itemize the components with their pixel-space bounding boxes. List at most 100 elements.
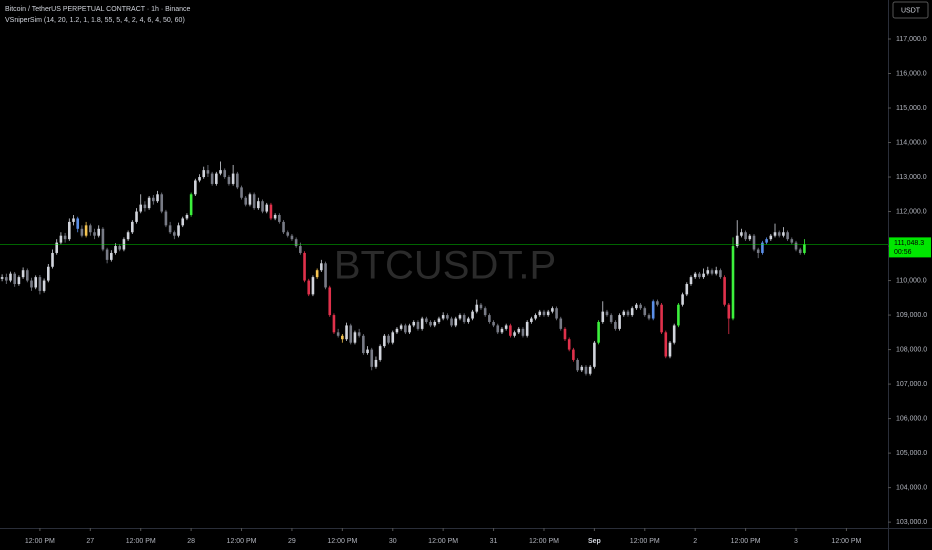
candle-body xyxy=(105,249,109,260)
candle-body xyxy=(139,204,143,212)
y-tick-label: 114,000.0 xyxy=(896,139,927,146)
candle-body xyxy=(559,318,563,329)
x-tick-label: 12:00 PM xyxy=(227,538,257,545)
candle-body xyxy=(450,318,453,326)
x-tick-label: 12:00 PM xyxy=(126,538,156,545)
candle-body xyxy=(731,246,735,319)
x-tick-label: 12:00 PM xyxy=(731,538,761,545)
candle-body xyxy=(93,232,96,236)
candle-body xyxy=(278,214,281,222)
candle-body xyxy=(55,242,59,253)
candle-body xyxy=(790,239,794,243)
candle-body xyxy=(68,221,71,240)
last-price-box xyxy=(889,237,931,258)
candle-body xyxy=(698,273,701,278)
y-tick-label: 108,000.0 xyxy=(896,346,927,353)
candle-body xyxy=(26,270,29,281)
candle-body xyxy=(546,311,550,316)
candle-body xyxy=(299,246,302,253)
candle-body xyxy=(345,325,348,340)
x-tick-label: 12:00 PM xyxy=(327,538,357,545)
y-tick-label: 115,000.0 xyxy=(896,105,927,112)
candle-body xyxy=(223,170,227,178)
candle-body xyxy=(366,349,369,354)
last-price-label: 111,048.3 xyxy=(894,240,924,247)
candle-body xyxy=(496,325,500,333)
candle-body xyxy=(383,335,386,347)
candle-body xyxy=(643,308,647,316)
candle-body xyxy=(471,311,474,319)
candle-body xyxy=(664,332,668,357)
candle-body xyxy=(425,318,428,322)
candle-body xyxy=(660,304,663,333)
candle-body xyxy=(475,304,479,312)
candle-body xyxy=(723,277,726,305)
candle-body xyxy=(189,194,193,215)
candle-body xyxy=(185,214,189,219)
candle-body xyxy=(286,232,290,236)
currency-label[interactable]: USDT xyxy=(901,7,921,14)
candle-body xyxy=(349,325,353,343)
candle-body xyxy=(635,304,638,309)
y-tick-label: 117,000.0 xyxy=(896,36,927,43)
candle-body xyxy=(798,249,802,253)
candle-body xyxy=(454,318,458,326)
candle-body xyxy=(101,228,105,250)
candle-body xyxy=(622,311,626,316)
candle-body xyxy=(769,235,773,240)
candle-body xyxy=(740,232,743,236)
candle-body xyxy=(336,332,340,336)
candle-body xyxy=(429,321,432,326)
candle-body xyxy=(311,277,315,295)
watermark: BTCUSDT.P xyxy=(334,244,556,288)
currency-button[interactable] xyxy=(892,1,929,19)
candle-body xyxy=(374,359,378,367)
candle-body xyxy=(362,335,365,354)
candle-body xyxy=(412,321,416,326)
candle-body xyxy=(525,321,529,336)
candle-body xyxy=(257,201,260,209)
candle-body xyxy=(706,270,710,274)
candle-body xyxy=(370,349,374,367)
candle-body xyxy=(433,321,437,326)
candle-body xyxy=(353,332,357,343)
candle-body xyxy=(538,311,542,316)
candle-body xyxy=(118,246,122,250)
candle-body xyxy=(504,325,508,329)
candle-body xyxy=(656,301,659,305)
candle-body xyxy=(252,194,256,209)
candle-body xyxy=(803,244,806,253)
countdown-label: 00:56 xyxy=(894,249,912,256)
candle-body xyxy=(672,325,676,343)
candle-body xyxy=(0,277,4,279)
y-tick-label: 106,000.0 xyxy=(896,415,927,422)
candle-body xyxy=(387,335,390,343)
candle-body xyxy=(399,325,403,329)
candle-body xyxy=(181,218,185,226)
candle-body xyxy=(458,315,462,319)
candle-body xyxy=(488,315,491,322)
candle-body xyxy=(551,308,554,312)
candle-body xyxy=(735,235,739,247)
candle-body xyxy=(584,366,588,374)
candle-body xyxy=(357,332,361,336)
candle-body xyxy=(765,239,768,243)
candle-body xyxy=(794,242,798,250)
candle-body xyxy=(479,304,483,309)
candle-body xyxy=(614,321,617,329)
candle-body xyxy=(677,304,680,326)
candle-body xyxy=(521,328,525,336)
candle-body xyxy=(324,263,327,288)
candle-body xyxy=(47,266,50,281)
candle-body xyxy=(446,315,449,319)
candle-body xyxy=(320,263,323,271)
x-tick-label: Sep xyxy=(588,538,601,545)
candle-body xyxy=(194,180,197,195)
x-tick-label: 12:00 PM xyxy=(428,538,458,545)
y-tick-label: 110,000.0 xyxy=(896,277,927,284)
candle-body xyxy=(689,277,693,285)
candle-body xyxy=(219,170,222,174)
candle-body xyxy=(647,315,651,319)
candle-body xyxy=(38,277,42,291)
